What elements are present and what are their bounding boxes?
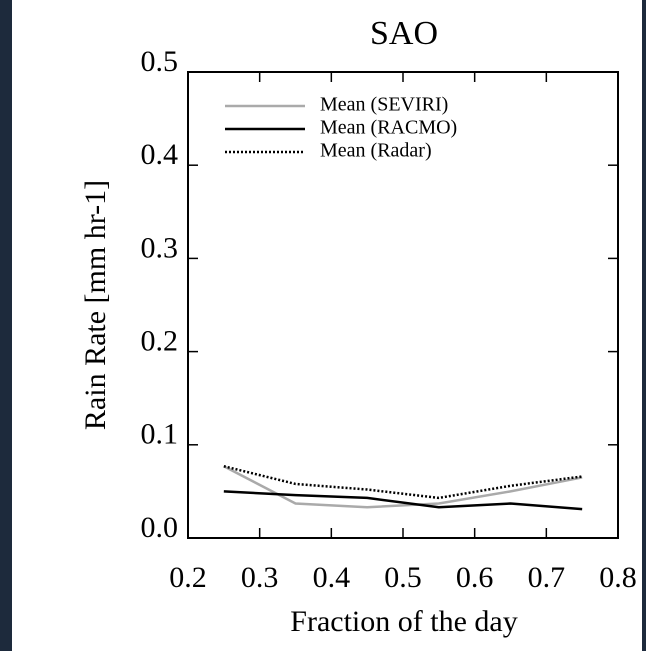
y-tick-label: 0.0 <box>141 511 179 544</box>
chart-title: SAO <box>370 15 438 52</box>
legend-label: Mean (RACMO) <box>320 117 457 139</box>
y-tick-label: 0.1 <box>141 418 179 451</box>
legend-label: Mean (SEVIRI) <box>320 94 448 116</box>
y-tick-label: 0.4 <box>141 138 179 171</box>
y-tick-label: 0.5 <box>141 45 179 78</box>
series-line <box>223 465 583 509</box>
x-tick-label: 0.3 <box>241 561 279 594</box>
x-tick-label: 0.7 <box>528 561 566 594</box>
legend-label: Mean (Radar) <box>320 140 432 162</box>
series-line <box>223 490 583 511</box>
y-axis-label: Rain Rate [mm hr-1] <box>79 180 112 430</box>
y-tick-label: 0.3 <box>141 231 179 264</box>
series-line <box>223 465 583 500</box>
y-tick-label: 0.2 <box>141 324 179 357</box>
x-tick-label: 0.4 <box>313 561 351 594</box>
x-tick-label: 0.2 <box>169 561 207 594</box>
panel <box>12 0 642 651</box>
x-axis-label: Fraction of the day <box>290 605 517 638</box>
x-tick-label: 0.8 <box>599 561 637 594</box>
x-tick-label: 0.6 <box>456 561 494 594</box>
x-tick-label: 0.5 <box>384 561 422 594</box>
